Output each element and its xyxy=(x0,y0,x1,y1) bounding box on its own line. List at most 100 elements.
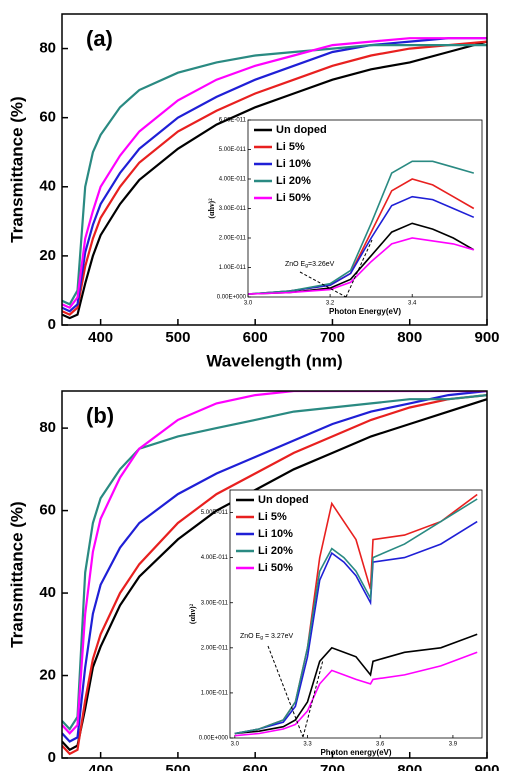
series-line xyxy=(62,37,487,313)
tangent-line xyxy=(267,645,304,738)
plot-frame xyxy=(61,13,488,326)
x-tick-label: 400 xyxy=(88,329,113,346)
series-line xyxy=(62,391,487,735)
series-group xyxy=(62,37,487,320)
series-group xyxy=(62,391,487,756)
legend-label: Li 20% xyxy=(258,545,293,557)
annotation-sub: g xyxy=(260,635,263,641)
x-tick-label: 3.0 xyxy=(231,742,240,748)
y-tick-label: 40 xyxy=(39,584,56,601)
plot-area xyxy=(230,490,482,738)
y-tick-label: 2.00E-011 xyxy=(219,236,247,242)
plot-frame xyxy=(61,390,488,759)
series-line xyxy=(62,394,487,756)
x-tick-label: 3.0 xyxy=(244,301,253,307)
x-axis-label: Wavelength (nm) xyxy=(206,351,342,370)
series-line xyxy=(234,633,478,735)
series-line xyxy=(62,40,487,316)
x-tick-label: 700 xyxy=(320,762,345,771)
annotation-text: ZnO E xyxy=(240,633,261,640)
y-tick-label: 40 xyxy=(39,178,56,195)
annotation-text: ZnO E xyxy=(285,261,306,268)
x-tick-label: 500 xyxy=(165,762,190,771)
x-tick-label: 3.6 xyxy=(376,742,385,748)
x-tick-label: 800 xyxy=(397,329,422,346)
y-tick-label: 80 xyxy=(39,419,56,436)
series-line xyxy=(62,40,487,320)
plot-frame xyxy=(229,489,483,739)
panel-label: (b) xyxy=(86,403,114,428)
series-line xyxy=(62,44,487,306)
y-tick-label: 6.00E-011 xyxy=(219,118,247,124)
inset-chart: 3.0 3.3 3.6 3.9 0.00E+000 1.00E-011 2.00E-011 3… xyxy=(188,489,483,757)
y-tick-label: 20 xyxy=(39,666,56,683)
tangent-line xyxy=(299,271,347,298)
inset-chart: 3.0 3.2 3.4 0.00E+000 1.00E-011 2.00E-011 3.00… xyxy=(207,118,483,316)
x-axis-label: Photon energy(eV) xyxy=(320,748,391,757)
annotation-rest: =3.26eV xyxy=(308,261,335,268)
y-tick-label: 5.00E-011 xyxy=(201,510,229,516)
x-tick-label: 900 xyxy=(474,762,499,771)
y-tick-label: 3.00E-011 xyxy=(219,206,247,212)
series-line xyxy=(248,160,475,295)
y-tick-label: 20 xyxy=(39,247,56,264)
y-tick-label: 1.00E-011 xyxy=(219,265,247,271)
x-tick-label: 400 xyxy=(88,762,113,771)
annotation-sub: g xyxy=(305,263,308,269)
tangent-line xyxy=(302,659,324,738)
legend-label: Li 10% xyxy=(258,528,293,540)
legend-label: Li 5% xyxy=(276,141,305,153)
y-tick-label: 4.00E-011 xyxy=(219,177,247,183)
panel-label: (a) xyxy=(86,26,113,51)
x-tick-label: 700 xyxy=(320,329,345,346)
legend-label: Li 5% xyxy=(258,511,287,523)
series-line xyxy=(62,37,487,310)
x-tick-label: 800 xyxy=(397,762,422,771)
series-line xyxy=(234,498,478,735)
y-tick-label: 4.00E-011 xyxy=(201,555,229,561)
y-axis-label: (αhν)² xyxy=(188,603,197,624)
y-tick-label: 0.00E+000 xyxy=(199,736,229,742)
tangent-line xyxy=(345,239,373,298)
annotation: ZnO Eg=3.26eV xyxy=(285,261,335,269)
y-axis-label: (αhν)² xyxy=(207,198,216,219)
x-tick-label: 500 xyxy=(165,329,190,346)
y-tick-label: 60 xyxy=(39,109,56,126)
y-tick-label: 80 xyxy=(39,40,56,57)
legend-label: Li 20% xyxy=(276,175,311,187)
annotation-rest: = 3.27eV xyxy=(263,633,293,640)
y-tick-label: 3.00E-011 xyxy=(201,600,229,606)
y-tick-label: 0.00E+000 xyxy=(217,295,247,301)
y-axis-label: Transmittance (%) xyxy=(7,96,26,242)
x-tick-label: 3.4 xyxy=(408,301,417,307)
series-line xyxy=(234,520,478,735)
series-group xyxy=(248,160,475,295)
plot-frame xyxy=(247,119,483,298)
legend-label: Un doped xyxy=(258,494,309,506)
x-axis-label: Photon Energy(eV) xyxy=(329,307,401,316)
x-tick-label: 3.9 xyxy=(449,742,458,748)
series-line xyxy=(234,651,478,737)
legend-label: Li 10% xyxy=(276,158,311,170)
series-line xyxy=(62,394,487,731)
y-tick-label: 0 xyxy=(48,316,56,333)
annotation: ZnO Eg = 3.27eV xyxy=(240,633,294,641)
y-tick-label: 60 xyxy=(39,502,56,519)
legend-label: Li 50% xyxy=(276,192,311,204)
x-tick-label: 600 xyxy=(243,762,268,771)
y-tick-label: 5.00E-011 xyxy=(219,147,247,153)
x-tick-label: 3.2 xyxy=(326,301,335,307)
legend-label: Un doped xyxy=(276,124,327,136)
y-tick-label: 2.00E-011 xyxy=(201,645,229,651)
series-line xyxy=(62,391,487,743)
y-tick-label: 1.00E-011 xyxy=(201,690,229,696)
legend-label: Li 50% xyxy=(258,562,293,574)
x-tick-label: 600 xyxy=(243,329,268,346)
series-line xyxy=(248,237,475,295)
y-tick-label: 0 xyxy=(48,749,56,766)
x-tick-label: 3.3 xyxy=(303,742,312,748)
y-axis-label: Transmittance (%) xyxy=(7,501,26,647)
x-tick-label: 900 xyxy=(474,329,499,346)
series-group xyxy=(234,493,478,737)
